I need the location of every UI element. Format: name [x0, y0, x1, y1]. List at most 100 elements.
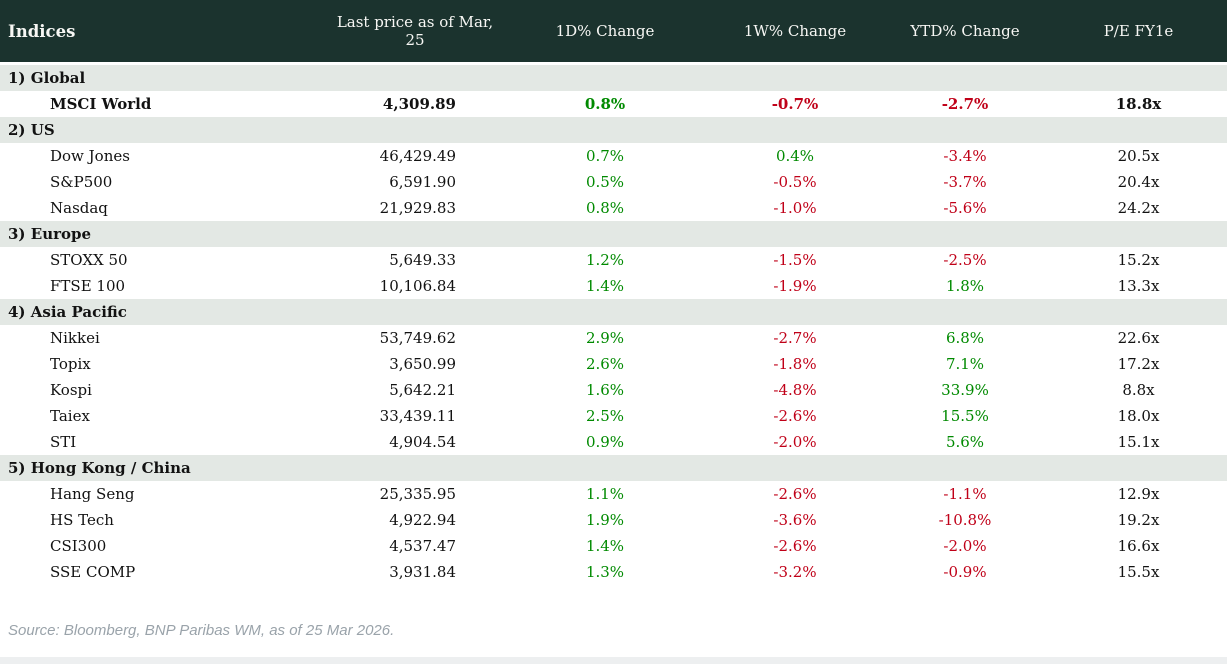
index-name-cell: Nikkei [50, 329, 100, 347]
pe-fy1e-cell: 24.2x [1117, 199, 1160, 217]
table-row: Taiex 33,439.11 2.5% -2.6% 15.5% 18.0x [0, 403, 1227, 429]
change-ytd-cell: -3.4% [943, 147, 987, 165]
section-header-row: 4) Asia Pacific [0, 299, 1227, 325]
change-1d-cell: 2.9% [585, 329, 625, 347]
section-label: 3) Europe [8, 225, 92, 243]
index-name-cell: Kospi [50, 381, 92, 399]
last-price-cell: 3,650.99 [389, 355, 456, 373]
change-1d-cell: 0.5% [585, 173, 625, 191]
index-name-cell: Topix [50, 355, 91, 373]
section-header-row: 3) Europe [0, 221, 1227, 247]
pe-fy1e-cell: 15.5x [1117, 563, 1160, 581]
bottom-strip [0, 657, 1227, 664]
change-1w-cell: -1.0% [773, 199, 817, 217]
change-1w-cell: -4.8% [773, 381, 817, 399]
change-1w-cell: -2.6% [773, 407, 817, 425]
last-price-cell: 4,922.94 [389, 511, 456, 529]
last-price-cell: 53,749.62 [379, 329, 456, 347]
table-row: Dow Jones 46,429.49 0.7% 0.4% -3.4% 20.5x [0, 143, 1227, 169]
table-row: Topix 3,650.99 2.6% -1.8% 7.1% 17.2x [0, 351, 1227, 377]
table-row: CSI300 4,537.47 1.4% -2.6% -2.0% 16.6x [0, 533, 1227, 559]
column-header-1w-change: 1W% Change [743, 22, 847, 40]
section-header-row: 5) Hong Kong / China [0, 455, 1227, 481]
table-row: Nikkei 53,749.62 2.9% -2.7% 6.8% 22.6x [0, 325, 1227, 351]
pe-fy1e-cell: 17.2x [1117, 355, 1160, 373]
change-1w-cell: 0.4% [775, 147, 815, 165]
table-header-row: Indices Last price as of Mar, 25 1D% Cha… [0, 0, 1227, 62]
last-price-cell: 5,642.21 [389, 381, 456, 399]
index-name-cell: STI [50, 433, 77, 451]
pe-fy1e-cell: 20.4x [1117, 173, 1160, 191]
pe-fy1e-cell: 8.8x [1122, 381, 1155, 399]
change-1w-cell: -2.7% [773, 329, 817, 347]
column-header-indices: Indices [8, 21, 76, 41]
change-1d-cell: 1.2% [585, 251, 625, 269]
table-row: FTSE 100 10,106.84 1.4% -1.9% 1.8% 13.3x [0, 273, 1227, 299]
last-price-cell: 33,439.11 [379, 407, 456, 425]
change-1d-cell: 2.5% [585, 407, 625, 425]
section-label: 4) Asia Pacific [8, 303, 127, 321]
change-1d-cell: 1.1% [585, 485, 625, 503]
change-1w-cell: -3.6% [773, 511, 817, 529]
change-ytd-cell: 1.8% [945, 277, 985, 295]
index-name-cell: Nasdaq [50, 199, 108, 217]
pe-fy1e-cell: 18.8x [1115, 95, 1162, 113]
change-1d-cell: 2.6% [585, 355, 625, 373]
change-1w-cell: -2.6% [773, 537, 817, 555]
section-label: 2) US [8, 121, 55, 139]
section-header-row: 2) US [0, 117, 1227, 143]
last-price-cell: 46,429.49 [379, 147, 456, 165]
index-name-cell: CSI300 [50, 537, 107, 555]
change-1d-cell: 1.4% [585, 537, 625, 555]
pe-fy1e-cell: 16.6x [1117, 537, 1160, 555]
table-row: SSE COMP 3,931.84 1.3% -3.2% -0.9% 15.5x [0, 559, 1227, 585]
change-ytd-cell: -5.6% [943, 199, 987, 217]
last-price-cell: 5,649.33 [389, 251, 456, 269]
change-ytd-cell: -2.7% [941, 95, 989, 113]
last-price-cell: 4,309.89 [382, 95, 456, 113]
change-1d-cell: 1.6% [585, 381, 625, 399]
pe-fy1e-cell: 12.9x [1117, 485, 1160, 503]
index-name-cell: STOXX 50 [50, 251, 128, 269]
column-header-pe-fy1e: P/E FY1e [1103, 22, 1174, 40]
change-1d-cell: 0.8% [585, 199, 625, 217]
change-ytd-cell: -1.1% [943, 485, 987, 503]
pe-fy1e-cell: 22.6x [1117, 329, 1160, 347]
change-1w-cell: -0.7% [771, 95, 819, 113]
last-price-cell: 3,931.84 [389, 563, 456, 581]
change-ytd-cell: -3.7% [943, 173, 987, 191]
table-body: 1) Global MSCI World 4,309.89 0.8% -0.7% -2.7… [0, 65, 1227, 585]
index-name-cell: Hang Seng [50, 485, 135, 503]
pe-fy1e-cell: 13.3x [1117, 277, 1160, 295]
table-row: STOXX 50 5,649.33 1.2% -1.5% -2.5% 15.2x [0, 247, 1227, 273]
last-price-cell: 6,591.90 [389, 173, 456, 191]
change-1w-cell: -1.8% [773, 355, 817, 373]
table-row: Kospi 5,642.21 1.6% -4.8% 33.9% 8.8x [0, 377, 1227, 403]
index-name-cell: MSCI World [50, 95, 152, 113]
last-price-cell: 21,929.83 [379, 199, 456, 217]
index-name-cell: S&P500 [50, 173, 113, 191]
last-price-cell: 10,106.84 [379, 277, 456, 295]
pe-fy1e-cell: 19.2x [1117, 511, 1160, 529]
table-row: Hang Seng 25,335.95 1.1% -2.6% -1.1% 12.9x [0, 481, 1227, 507]
pe-fy1e-cell: 15.2x [1117, 251, 1160, 269]
pe-fy1e-cell: 18.0x [1117, 407, 1160, 425]
change-1d-cell: 0.7% [585, 147, 625, 165]
section-header-row: 1) Global [0, 65, 1227, 91]
change-1w-cell: -1.9% [773, 277, 817, 295]
last-price-cell: 4,904.54 [389, 433, 456, 451]
index-name-cell: FTSE 100 [50, 277, 126, 295]
change-1d-cell: 1.4% [585, 277, 625, 295]
column-header-ytd-change: YTD% Change [910, 22, 1020, 40]
table-row: S&P500 6,591.90 0.5% -0.5% -3.7% 20.4x [0, 169, 1227, 195]
last-price-cell: 25,335.95 [379, 485, 456, 503]
section-label: 1) Global [8, 69, 86, 87]
last-price-cell: 4,537.47 [389, 537, 456, 555]
table-row: HS Tech 4,922.94 1.9% -3.6% -10.8% 19.2x [0, 507, 1227, 533]
change-ytd-cell: 7.1% [945, 355, 985, 373]
index-name-cell: HS Tech [50, 511, 114, 529]
change-ytd-cell: 5.6% [945, 433, 985, 451]
pe-fy1e-cell: 15.1x [1117, 433, 1160, 451]
change-1w-cell: -3.2% [773, 563, 817, 581]
